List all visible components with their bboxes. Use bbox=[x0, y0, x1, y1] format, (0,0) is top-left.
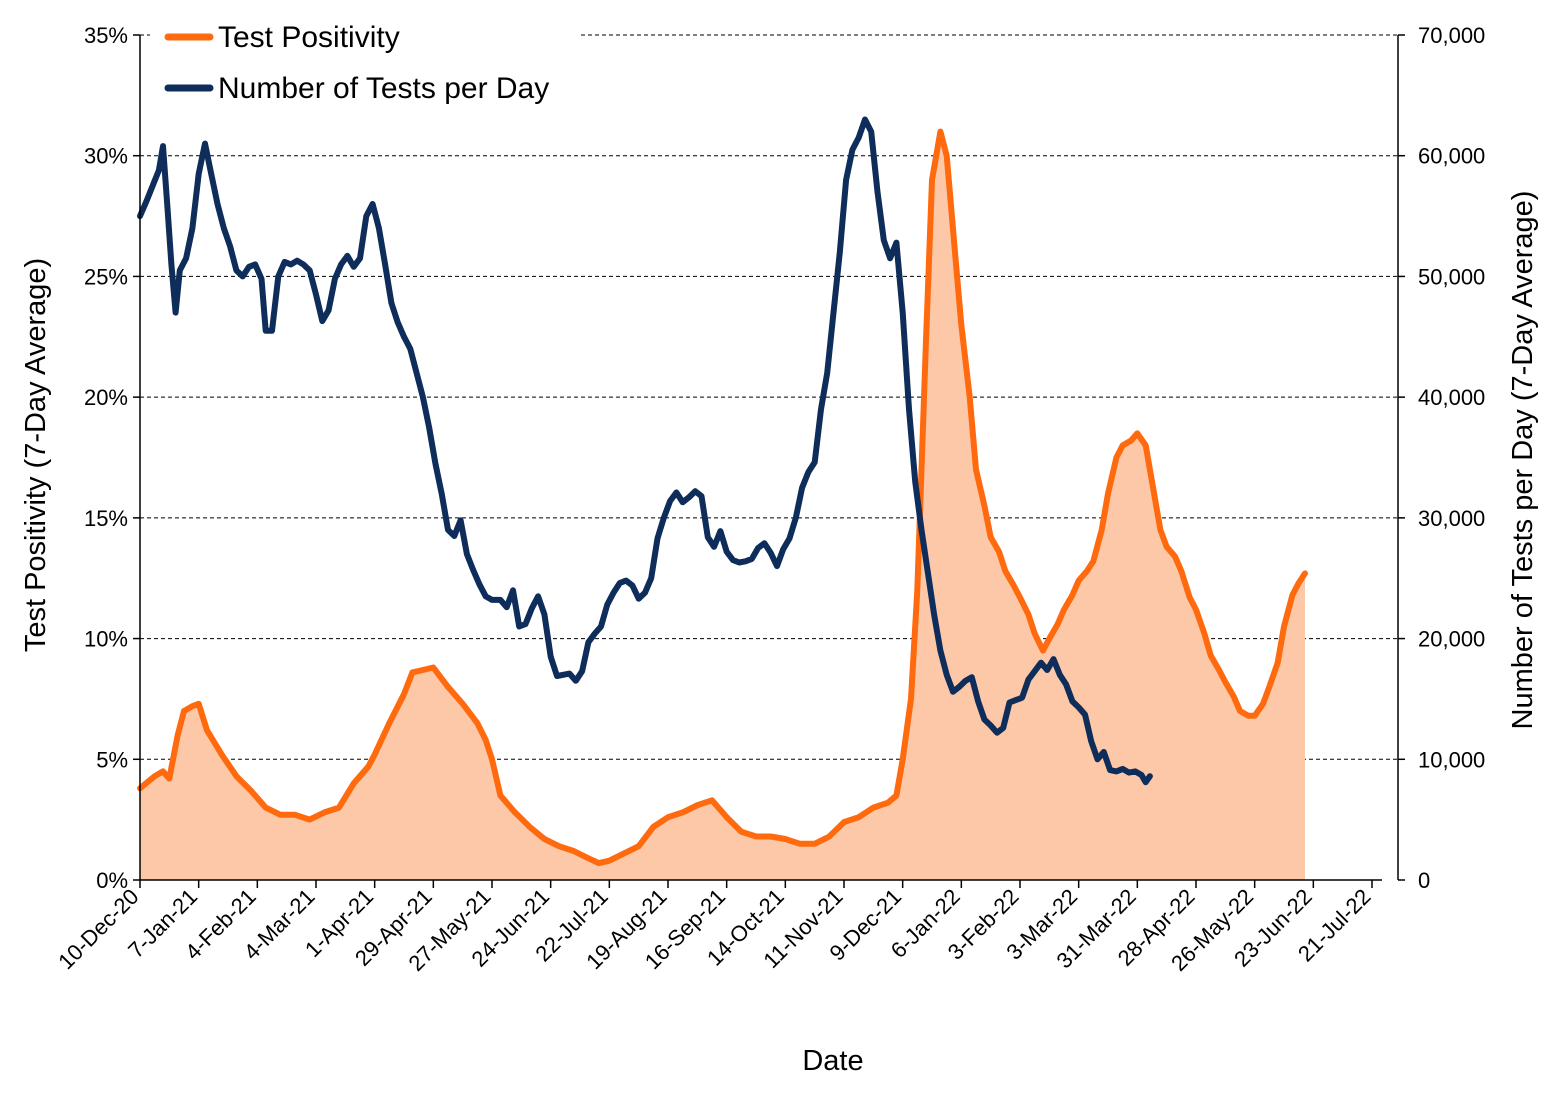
legend-label-positivity: Test Positivity bbox=[218, 21, 400, 54]
right-axis-tick-label: 60,000 bbox=[1418, 144, 1485, 169]
left-axis-tick-label: 0% bbox=[96, 868, 128, 893]
right-axis-tick-label: 20,000 bbox=[1418, 627, 1485, 652]
left-axis-tick-label: 25% bbox=[84, 264, 128, 289]
tests-line bbox=[137, 116, 1153, 786]
right-axis-tick-label: 30,000 bbox=[1418, 506, 1485, 531]
left-axis-tick-label: 15% bbox=[84, 506, 128, 531]
left-axis-tick-label: 35% bbox=[84, 23, 128, 48]
x-axis-tick-label: 10-Dec-20 bbox=[53, 884, 143, 974]
positivity-line bbox=[137, 128, 1308, 867]
right-axis-title: Number of Tests per Day (7-Day Average) bbox=[1507, 191, 1539, 730]
legend-label-tests: Number of Tests per Day bbox=[218, 72, 549, 105]
right-axis-tick-label: 70,000 bbox=[1418, 23, 1485, 48]
left-axis-tick-label: 5% bbox=[96, 747, 128, 772]
x-axis-title: Date bbox=[802, 1045, 863, 1077]
left-axis-title: Test Positivity (7-Day Average) bbox=[20, 258, 52, 652]
positivity-area bbox=[140, 131, 1305, 881]
axes bbox=[133, 34, 1405, 888]
left-axis-tick-label: 10% bbox=[84, 627, 128, 652]
left-axis-tick-label: 20% bbox=[84, 385, 128, 410]
right-axis-tick-label: 50,000 bbox=[1418, 264, 1485, 289]
legend-background bbox=[150, 16, 580, 116]
legend: Test Positivity Number of Tests per Day bbox=[150, 16, 580, 116]
left-axis-tick-label: 30% bbox=[84, 144, 128, 169]
right-axis-tick-label: 0 bbox=[1418, 868, 1430, 893]
right-axis-tick-label: 10,000 bbox=[1418, 747, 1485, 772]
right-axis-tick-label: 40,000 bbox=[1418, 385, 1485, 410]
